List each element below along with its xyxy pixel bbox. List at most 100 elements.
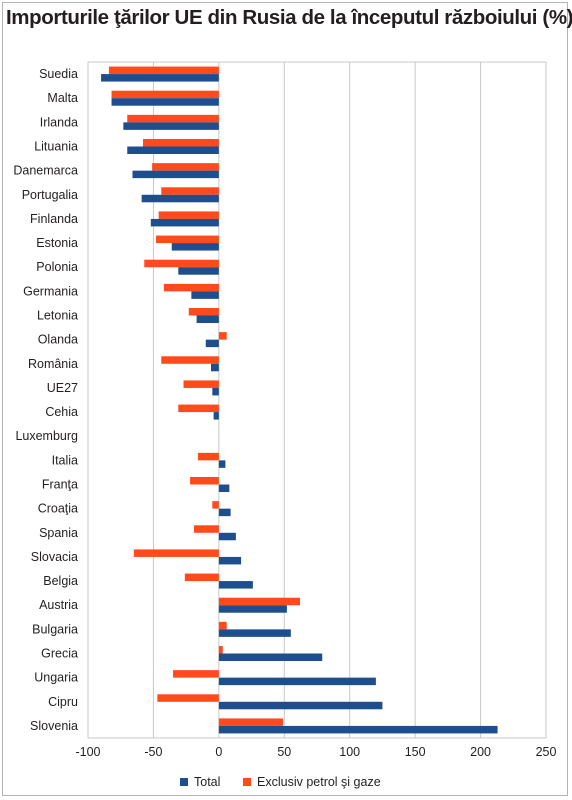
legend-label-total: Total bbox=[194, 775, 221, 789]
bar-total bbox=[191, 291, 219, 299]
bar-oil-gas bbox=[142, 139, 219, 147]
category-label: Malta bbox=[47, 91, 78, 105]
bar-oil-gas bbox=[152, 163, 219, 171]
bar-oil-gas bbox=[218, 332, 227, 340]
bar-oil-gas bbox=[163, 283, 219, 292]
category-label: Bulgaria bbox=[32, 622, 78, 636]
bar-oil-gas bbox=[218, 597, 300, 606]
category-label: Spania bbox=[39, 526, 78, 540]
category-label: Letonia bbox=[37, 309, 78, 323]
bar-total bbox=[132, 170, 219, 179]
x-tick-label: -100 bbox=[75, 745, 100, 759]
category-label: Slovenia bbox=[30, 719, 78, 733]
x-tick-label: 150 bbox=[405, 745, 426, 759]
bar-total bbox=[218, 653, 323, 661]
bar-total bbox=[111, 98, 219, 106]
bar-total bbox=[123, 122, 219, 130]
category-label: Danemarca bbox=[13, 164, 78, 178]
bar-total bbox=[101, 74, 219, 82]
category-label: UE27 bbox=[47, 381, 78, 395]
category-label: Olanda bbox=[38, 333, 78, 347]
bar-total bbox=[218, 484, 230, 492]
bar-oil-gas bbox=[193, 525, 219, 533]
bar-total bbox=[141, 194, 219, 203]
bar-total bbox=[212, 387, 219, 396]
x-axis-ticks: -100 -50 0 50 100 150 200 250 bbox=[75, 745, 556, 759]
bar-oil-gas bbox=[218, 646, 223, 654]
x-tick-label: 250 bbox=[536, 745, 557, 759]
bar-oil-gas bbox=[157, 694, 219, 702]
category-label: Irlanda bbox=[40, 115, 78, 129]
category-label: Estonia bbox=[36, 236, 78, 250]
bar-total bbox=[127, 146, 219, 154]
bar-oil-gas bbox=[161, 356, 219, 364]
bar-oil-gas bbox=[161, 187, 219, 195]
category-label: Belgia bbox=[43, 574, 78, 588]
bar-chart: Suedia Malta Irlanda Lituania Danemarca Portu… bbox=[13, 61, 556, 759]
bar-total bbox=[178, 267, 219, 275]
category-label: Croaţia bbox=[38, 502, 78, 516]
bar-oil-gas bbox=[178, 404, 219, 413]
x-tick-label: 50 bbox=[277, 745, 291, 759]
bar-oil-gas bbox=[111, 90, 219, 99]
legend-swatch-total bbox=[180, 778, 188, 786]
category-label: Germania bbox=[23, 284, 78, 298]
bar-oil-gas bbox=[188, 308, 219, 316]
bar-oil-gas bbox=[197, 452, 219, 461]
legend-swatch-oil-gas bbox=[243, 778, 251, 786]
bar-total bbox=[211, 363, 219, 372]
bar-total bbox=[218, 725, 498, 734]
category-label: Franţa bbox=[42, 478, 78, 492]
bar-total bbox=[218, 629, 291, 637]
category-label: Slovacia bbox=[31, 550, 78, 564]
category-label: Portugalia bbox=[22, 188, 78, 202]
chart-title: Importurile ţărilor UE din Rusia de la î… bbox=[6, 6, 572, 29]
category-label: Ungaria bbox=[34, 671, 78, 685]
category-label: Lituania bbox=[34, 140, 78, 154]
bar-total bbox=[218, 508, 231, 517]
category-label: România bbox=[28, 357, 78, 371]
category-label: Italia bbox=[52, 453, 78, 467]
legend-label-oil-gas: Exclusiv petrol şi gaze bbox=[257, 775, 381, 789]
x-tick-label: 0 bbox=[215, 745, 222, 759]
bar-total bbox=[218, 701, 383, 710]
legend-item-oil-gas: Exclusiv petrol şi gaze bbox=[243, 775, 381, 789]
bar-oil-gas bbox=[108, 66, 219, 75]
bar-oil-gas bbox=[156, 235, 219, 244]
bar-oil-gas bbox=[133, 549, 219, 557]
bar-total bbox=[205, 339, 219, 348]
bar-total bbox=[213, 412, 219, 420]
bar-oil-gas bbox=[173, 670, 219, 678]
category-labels: Suedia Malta Irlanda Lituania Danemarca Portu… bbox=[13, 67, 78, 733]
bar-oil-gas bbox=[144, 259, 219, 268]
bar-oil-gas bbox=[218, 718, 283, 726]
bar-total bbox=[150, 218, 219, 227]
bar-total bbox=[218, 460, 226, 468]
bars bbox=[101, 66, 498, 734]
x-tick-label: 200 bbox=[470, 745, 491, 759]
bar-total bbox=[218, 532, 236, 541]
bar-total bbox=[218, 605, 287, 613]
category-label: Cehia bbox=[45, 405, 78, 419]
legend: Total Exclusiv petrol şi gaze bbox=[0, 772, 572, 792]
bar-oil-gas bbox=[190, 477, 219, 485]
x-tick-label: -50 bbox=[144, 745, 162, 759]
bar-total bbox=[218, 677, 376, 686]
bar-oil-gas bbox=[218, 621, 227, 630]
category-label: Finlanda bbox=[30, 212, 78, 226]
bar-oil-gas bbox=[183, 380, 219, 388]
category-label: Suedia bbox=[39, 67, 78, 81]
bar-total bbox=[218, 556, 242, 565]
legend-item-total: Total bbox=[180, 775, 220, 789]
category-label: Luxemburg bbox=[15, 429, 78, 443]
bar-oil-gas bbox=[127, 114, 219, 123]
bar-oil-gas bbox=[184, 573, 219, 582]
bar-oil-gas bbox=[158, 211, 219, 219]
bar-oil-gas bbox=[212, 501, 219, 509]
category-label: Austria bbox=[39, 598, 78, 612]
bar-total bbox=[171, 243, 219, 251]
x-tick-label: 100 bbox=[339, 745, 360, 759]
bar-total bbox=[218, 581, 253, 589]
bar-total bbox=[196, 315, 219, 323]
